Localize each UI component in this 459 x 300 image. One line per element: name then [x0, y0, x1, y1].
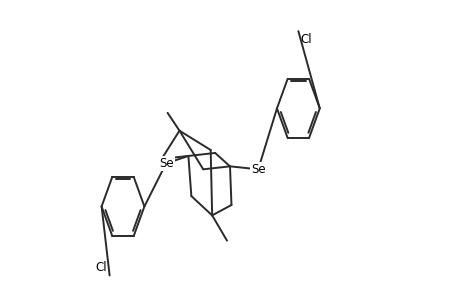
Text: Cl: Cl: [95, 261, 107, 274]
Text: Se: Se: [250, 163, 265, 176]
Text: Se: Se: [158, 157, 173, 170]
Text: Cl: Cl: [300, 33, 312, 46]
